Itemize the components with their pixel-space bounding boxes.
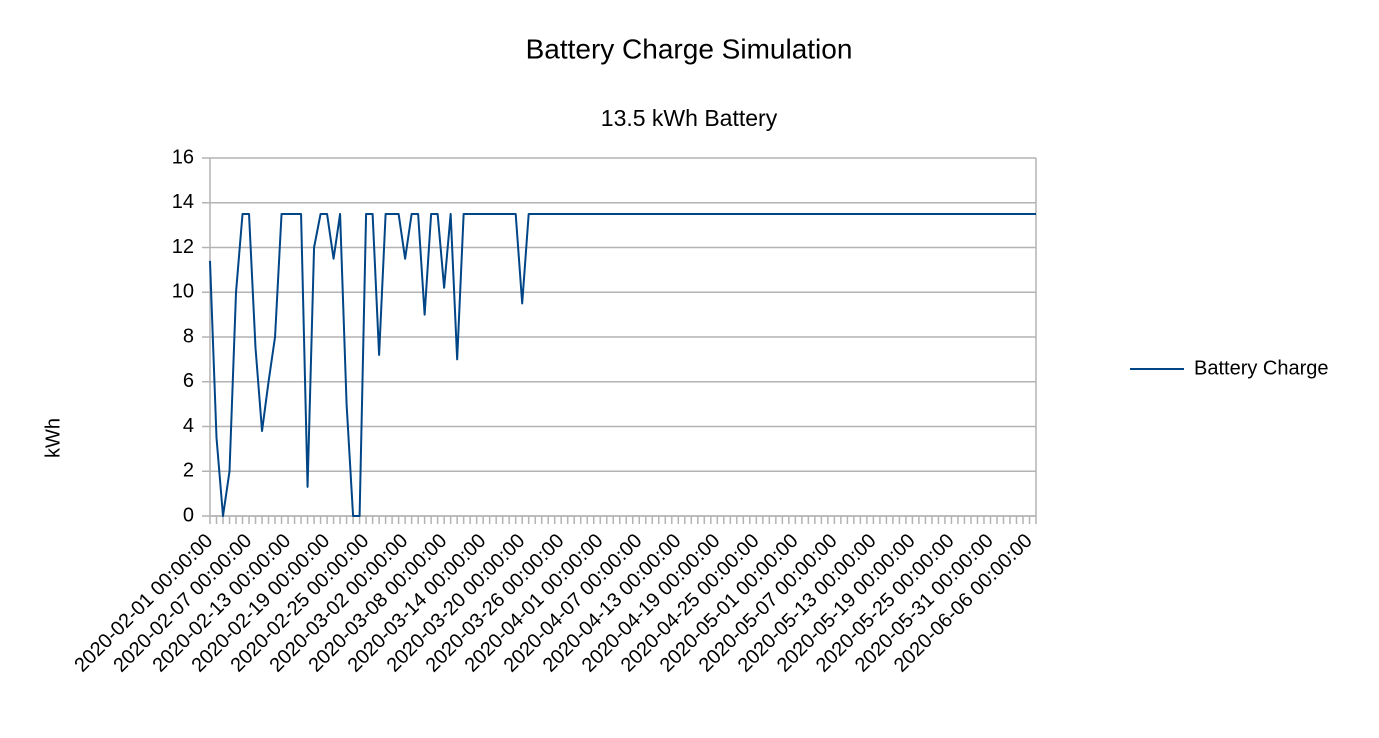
y-tick-label: 12 xyxy=(172,236,194,258)
y-tick-label: 2 xyxy=(183,460,194,482)
legend-label: Battery Charge xyxy=(1194,357,1329,379)
y-tick-label: 4 xyxy=(183,415,194,437)
chart-title: Battery Charge Simulation xyxy=(526,33,853,64)
y-tick-label: 10 xyxy=(172,281,194,303)
y-tick-label: 16 xyxy=(172,146,194,168)
y-tick-label: 6 xyxy=(183,370,194,392)
y-axis-label: kWh xyxy=(42,418,64,458)
chart-subtitle: 13.5 kWh Battery xyxy=(601,105,778,131)
y-tick-label: 14 xyxy=(172,191,194,213)
data-line xyxy=(209,212,1036,517)
y-tick-label: 8 xyxy=(183,325,194,347)
y-tick-label: 0 xyxy=(183,504,194,526)
